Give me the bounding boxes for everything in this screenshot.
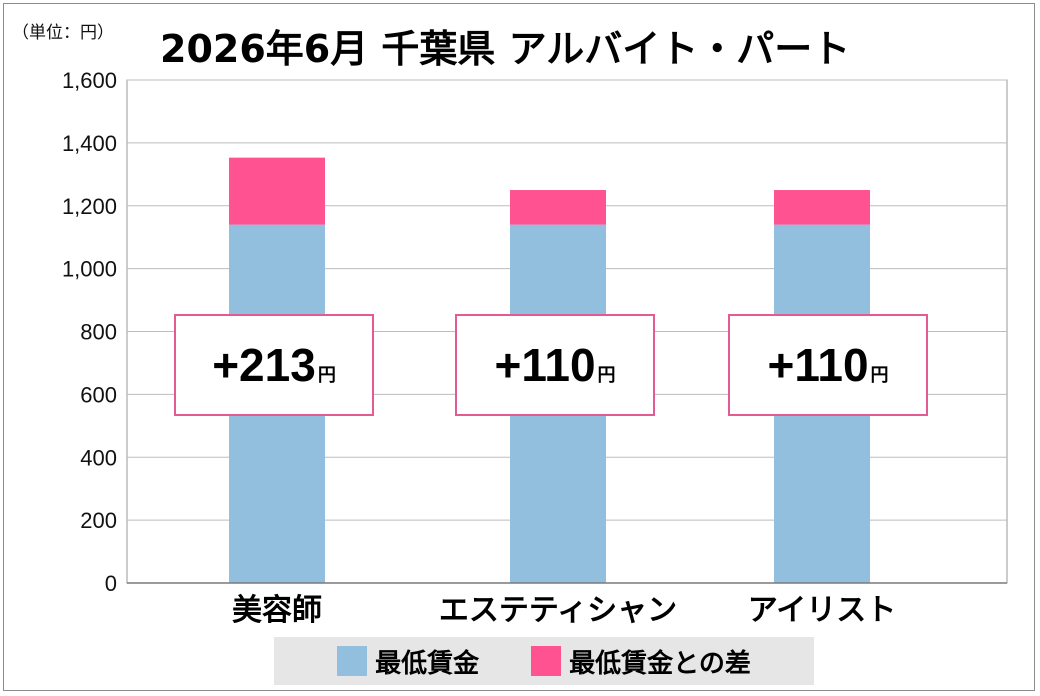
y-tick-label: 1,000 (62, 257, 117, 282)
difference-callout: +110 円 (455, 314, 655, 416)
y-tick-label: 1,200 (62, 194, 117, 219)
chart-title: 2026年6月 千葉県 アルバイト・パート (160, 27, 851, 71)
difference-value: +110 (494, 339, 596, 391)
legend-item-minimum-wage: 最低賃金 (337, 643, 479, 680)
difference-value: +110 (767, 339, 869, 391)
x-category-label: エステティシャン (439, 593, 677, 628)
legend-swatch-difference (531, 646, 562, 676)
difference-callout: +110 円 (728, 314, 928, 416)
difference-callout: +213 円 (174, 314, 374, 416)
y-tick-label: 1,600 (62, 68, 117, 93)
legend-label-minimum-wage: 最低賃金 (375, 648, 480, 679)
y-tick-label: 400 (80, 445, 117, 470)
chart-legend: 最低賃金 最低賃金との差 (274, 637, 814, 685)
y-tick-label: 200 (80, 508, 117, 533)
legend-swatch-minimum-wage (337, 646, 368, 676)
y-tick-label: 600 (80, 382, 117, 407)
bar-difference-0 (229, 157, 325, 225)
y-tick-label: 1,400 (62, 131, 117, 156)
bar-difference-1 (510, 190, 606, 225)
legend-item-difference: 最低賃金との差 (531, 643, 751, 680)
bar-difference-2 (774, 190, 870, 225)
y-tick-label: 800 (80, 320, 117, 345)
difference-value: +213 (212, 339, 316, 391)
unit-note: （単位：円） (12, 23, 114, 43)
difference-unit: 円 (317, 365, 336, 386)
difference-unit: 円 (870, 365, 889, 386)
legend-label-difference: 最低賃金との差 (569, 648, 751, 679)
x-category-label: アイリスト (748, 593, 897, 628)
x-category-label: 美容師 (232, 593, 322, 628)
y-tick-label: 0 (105, 571, 117, 596)
difference-unit: 円 (597, 365, 616, 386)
